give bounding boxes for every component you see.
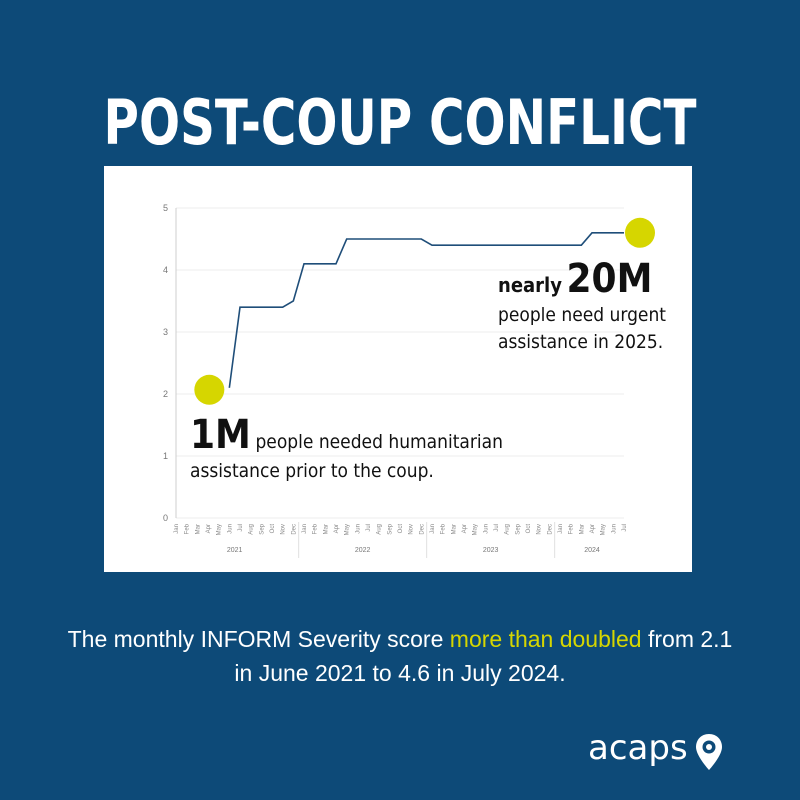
x-tick-label: May (217, 524, 223, 535)
x-tick-label: Jan (430, 524, 436, 534)
location-pin-icon (696, 734, 722, 770)
x-tick-label: Dec (547, 524, 553, 535)
x-tick-label: Apr (206, 524, 212, 533)
year-label: 2022 (355, 547, 371, 554)
annotation-2025: nearly 20M people need urgent assistance… (498, 256, 698, 356)
x-tick-label: Nov (537, 524, 543, 535)
caption: The monthly INFORM Severity score more t… (60, 622, 740, 690)
x-tick-label: May (473, 524, 479, 535)
annotation-2025-text-1: people need urgent (498, 304, 666, 326)
x-tick-label: Mar (323, 524, 329, 534)
x-tick-label: Dec (291, 524, 297, 535)
x-tick-label: Sep (515, 523, 521, 534)
caption-part-1: The monthly INFORM Severity score (67, 626, 450, 652)
y-tick-label: 1 (163, 451, 168, 461)
x-tick-label: May (345, 524, 351, 535)
year-label: 2023 (483, 547, 499, 554)
x-tick-label: Oct (526, 524, 532, 534)
x-tick-label: Jul (238, 524, 244, 532)
y-tick-label: 5 (163, 203, 168, 213)
x-tick-label: Sep (387, 523, 393, 534)
x-tick-label: Aug (377, 524, 383, 535)
x-tick-label: Jun (611, 524, 617, 534)
x-tick-label: Jan (174, 524, 180, 534)
chart-card: 0 1 2 3 4 5 Jan Feb Mar Apr May Jun Jul Aug Sep Oct Nov D… (104, 166, 692, 572)
caption-highlight: more than doubled (449, 626, 642, 652)
y-tick-label: 2 (163, 389, 168, 399)
year-label: 2021 (227, 547, 243, 554)
x-tick-label: Mar (195, 524, 201, 534)
x-tick-label: Feb (569, 523, 575, 534)
x-tick-label: Jan (302, 524, 308, 534)
page-title: POST-COUP CONFLICT (103, 86, 697, 159)
x-tick-label: Nov (281, 524, 287, 535)
x-tick-label: Jul (366, 524, 372, 532)
y-tick-label: 4 (163, 265, 168, 275)
annotation-before-value: 1M (190, 412, 251, 458)
x-tick-label: Apr (334, 524, 340, 533)
x-tick-label: Sep (259, 523, 265, 534)
x-tick-label: Feb (185, 523, 191, 534)
x-tick-label: Nov (409, 524, 415, 535)
x-tick-label: Aug (505, 524, 511, 535)
caption-part-2: from 2.1 in June 2021 to 4.6 in July 202… (234, 626, 733, 686)
y-tick-label: 3 (163, 327, 168, 337)
year-label: 2024 (584, 547, 600, 554)
x-tick-label: Apr (590, 524, 596, 533)
highlight-marker (625, 217, 655, 248)
annotation-before-text-1: people needed humanitarian (255, 431, 503, 453)
x-tick-label: Mar (579, 524, 585, 534)
highlight-marker (194, 374, 225, 405)
x-tick-label: Jan (558, 524, 564, 534)
x-tick-label: Dec (419, 524, 425, 535)
annotation-2025-value: 20M (566, 256, 653, 302)
x-tick-label: Jul (622, 524, 628, 532)
x-tick-label: Jun (483, 524, 489, 534)
annotation-before-text-2: assistance prior to the coup. (190, 460, 434, 482)
annotation-2025-prefix: nearly (498, 273, 562, 297)
x-tick-label: Jun (227, 524, 233, 534)
x-tick-label: Mar (451, 524, 457, 534)
annotation-2025-text-2: assistance in 2025. (498, 331, 664, 353)
x-tick-label: Feb (313, 523, 319, 534)
x-tick-label: Oct (270, 524, 276, 534)
x-tick-label: Aug (249, 524, 255, 535)
x-tick-label: Jul (494, 524, 500, 532)
annotation-before-coup: 1M people needed humanitarian assistance… (190, 412, 630, 484)
x-tick-label: Jun (355, 524, 361, 534)
x-tick-label: Oct (398, 524, 404, 534)
acaps-logo-text: acaps (588, 728, 688, 768)
y-tick-label: 0 (163, 513, 168, 523)
series-line (228, 232, 624, 388)
x-tick-label: Apr (462, 524, 468, 533)
severity-chart: 0 1 2 3 4 5 Jan Feb Mar Apr May Jun Jul Aug Sep Oct Nov D… (163, 203, 655, 558)
x-tick-label: May (601, 524, 607, 535)
x-tick-label: Feb (441, 523, 447, 534)
